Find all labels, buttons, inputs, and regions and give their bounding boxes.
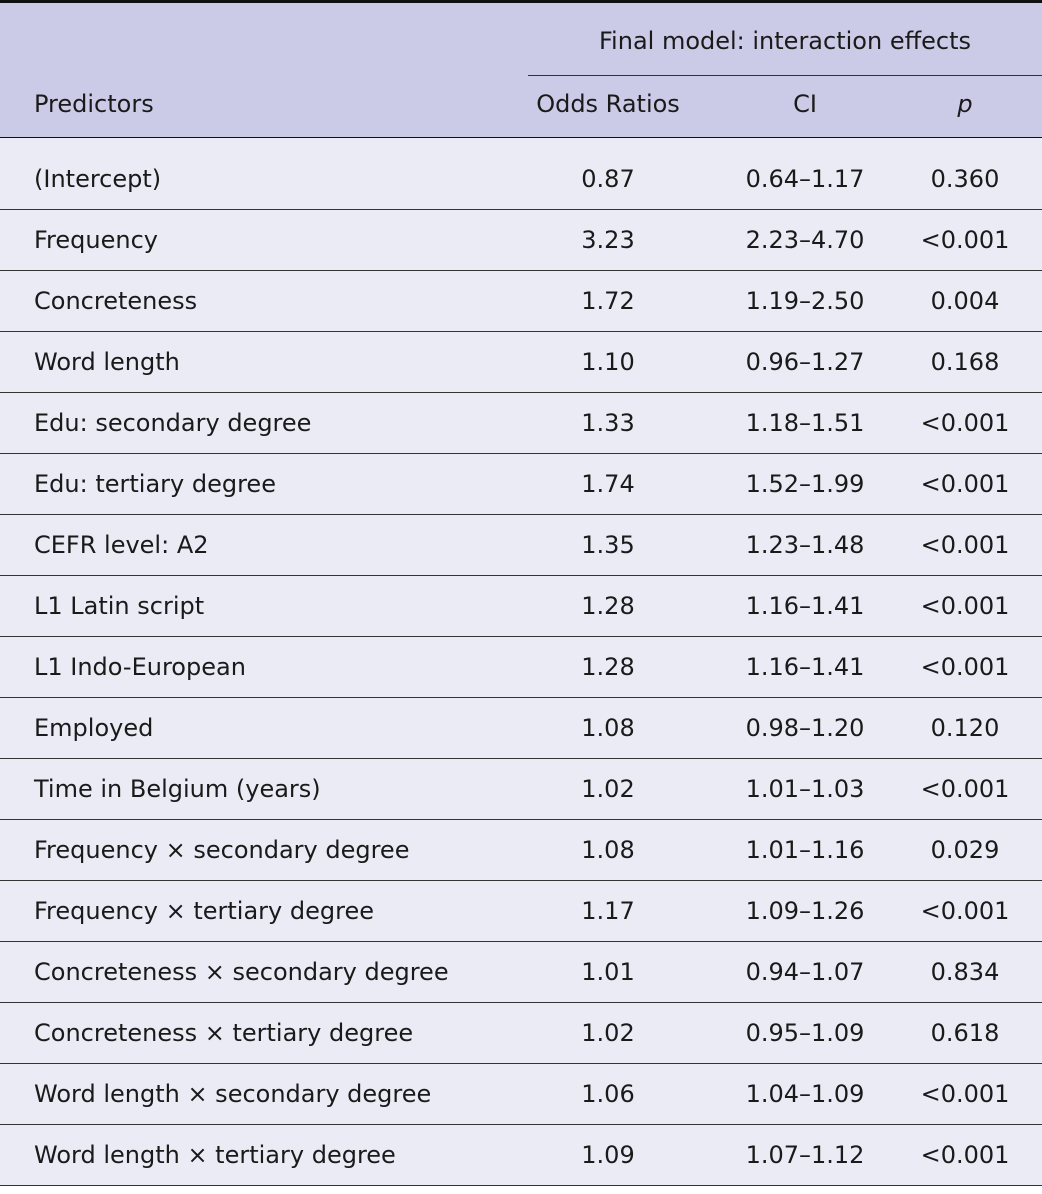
table-row: [0, 454, 1042, 515]
row-label: L1 Indo-European: [34, 653, 246, 681]
cell-value: 1.01–1.16: [745, 836, 865, 864]
table-row: [0, 1064, 1042, 1125]
row-label: CEFR level: A2: [34, 531, 209, 559]
cell-value: 0.96–1.27: [745, 348, 865, 376]
row-label: Edu: tertiary degree: [34, 470, 276, 498]
cell-value: 3.23: [581, 226, 635, 254]
cell-value: 1.18–1.51: [745, 409, 865, 437]
cell-value: 0.64–1.17: [745, 165, 865, 193]
table-row: [0, 271, 1042, 332]
cell-value: 1.52–1.99: [745, 470, 865, 498]
header-band: [0, 0, 1042, 138]
cell-value: <0.001: [920, 592, 1010, 620]
table-row: [0, 138, 1042, 210]
cell-value: 1.07–1.12: [745, 1141, 865, 1169]
cell-value: 0.834: [930, 958, 1000, 986]
cell-value: <0.001: [920, 226, 1010, 254]
row-label: (Intercept): [34, 165, 162, 193]
cell-value: 0.029: [930, 836, 1000, 864]
column-header: CI: [793, 90, 817, 118]
row-label: Word length × secondary degree: [34, 1080, 432, 1108]
cell-value: 1.16–1.41: [745, 653, 865, 681]
row-label: Frequency × secondary degree: [34, 836, 410, 864]
table-row: [0, 332, 1042, 393]
row-label: Concreteness × secondary degree: [34, 958, 449, 986]
table-row: [0, 698, 1042, 759]
row-label: Employed: [34, 714, 154, 742]
cell-value: <0.001: [920, 470, 1010, 498]
table-row: [0, 576, 1042, 637]
row-label: Concreteness × tertiary degree: [34, 1019, 414, 1047]
table-row: [0, 942, 1042, 1003]
cell-value: 1.08: [581, 714, 635, 742]
row-label: Concreteness: [34, 287, 198, 315]
cell-value: <0.001: [920, 409, 1010, 437]
cell-value: 0.95–1.09: [745, 1019, 865, 1047]
cell-value: <0.001: [920, 531, 1010, 559]
cell-value: 1.33: [581, 409, 635, 437]
cell-value: <0.001: [920, 775, 1010, 803]
cell-value: <0.001: [920, 1141, 1010, 1169]
cell-value: 0.120: [930, 714, 1000, 742]
cell-value: <0.001: [920, 897, 1010, 925]
cell-value: 1.28: [581, 592, 635, 620]
cell-value: 1.01: [581, 958, 635, 986]
cell-value: 1.02: [581, 775, 635, 803]
cell-value: 1.04–1.09: [745, 1080, 865, 1108]
cell-value: 1.06: [581, 1080, 635, 1108]
cell-value: 1.74: [581, 470, 635, 498]
row-label: Time in Belgium (years): [34, 775, 321, 803]
table-row: [0, 820, 1042, 881]
column-header: Predictors: [34, 90, 154, 118]
table-row: [0, 759, 1042, 820]
cell-value: 0.618: [930, 1019, 1000, 1047]
column-header: Odds Ratios: [536, 90, 680, 118]
cell-value: 1.09–1.26: [745, 897, 865, 925]
row-label: Frequency × tertiary degree: [34, 897, 374, 925]
cell-value: 0.360: [930, 165, 1000, 193]
cell-value: 1.23–1.48: [745, 531, 865, 559]
cell-value: 1.09: [581, 1141, 635, 1169]
table-row: [0, 393, 1042, 454]
row-label: Word length × tertiary degree: [34, 1141, 396, 1169]
row-label: Frequency: [34, 226, 158, 254]
cell-value: 1.19–2.50: [745, 287, 865, 315]
cell-value: 2.23–4.70: [745, 226, 865, 254]
cell-value: 1.17: [581, 897, 635, 925]
cell-value: 1.35: [581, 531, 635, 559]
cell-value: 1.72: [581, 287, 635, 315]
column-header: p: [957, 90, 973, 118]
row-label: Word length: [34, 348, 180, 376]
row-label: Edu: secondary degree: [34, 409, 312, 437]
cell-value: 1.16–1.41: [745, 592, 865, 620]
table-row: [0, 637, 1042, 698]
cell-value: 1.28: [581, 653, 635, 681]
table-row: [0, 210, 1042, 271]
cell-value: 0.98–1.20: [745, 714, 865, 742]
cell-value: 0.94–1.07: [745, 958, 865, 986]
table-row: [0, 515, 1042, 576]
cell-value: <0.001: [920, 653, 1010, 681]
row-label: L1 Latin script: [34, 592, 205, 620]
group-rule: [528, 75, 1042, 76]
cell-value: 0.004: [930, 287, 1000, 315]
table-row: [0, 1003, 1042, 1064]
cell-value: 0.168: [930, 348, 1000, 376]
cell-value: 1.01–1.03: [745, 775, 865, 803]
cell-value: 0.87: [581, 165, 635, 193]
cell-value: 1.08: [581, 836, 635, 864]
cell-value: 1.02: [581, 1019, 635, 1047]
table-row: [0, 881, 1042, 942]
cell-value: 1.10: [581, 348, 635, 376]
table-row: [0, 1125, 1042, 1186]
group-header: Final model: interaction effects: [599, 27, 971, 55]
cell-value: <0.001: [920, 1080, 1010, 1108]
